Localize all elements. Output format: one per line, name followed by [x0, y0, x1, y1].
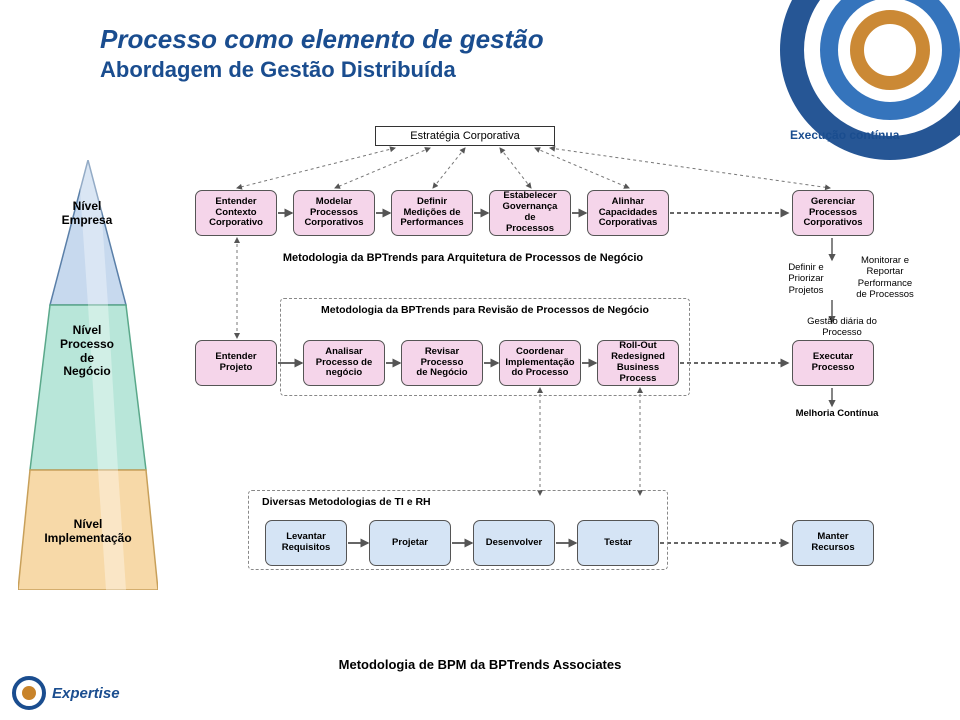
box-processo-3: Roll-OutRedesignedBusinessProcess: [597, 340, 679, 386]
box-impl-3: Testar: [577, 520, 659, 566]
corner-decoration: [760, 0, 960, 200]
box-empresa-2: DefinirMedições dePerformances: [391, 190, 473, 236]
label-ti-rh: Diversas Metodologias de TI e RH: [262, 496, 431, 508]
box-impl-2: Desenvolver: [473, 520, 555, 566]
label-monitorar: Monitorar eReportarPerformancede Process…: [844, 255, 926, 301]
box-empresa-3: EstabelecerGovernançadeProcessos: [489, 190, 571, 236]
level-processo-label: NívelProcessodeNegócio: [42, 324, 132, 379]
title-block: Processo como elemento de gestão Abordag…: [100, 24, 544, 83]
box-empresa-1: ModelarProcessosCorporativos: [293, 190, 375, 236]
box-impl-1: Projetar: [369, 520, 451, 566]
box-empresa-0: EntenderContextoCorporativo: [195, 190, 277, 236]
logo: Expertise: [12, 676, 120, 710]
level-implementacao-label: NívelImplementação: [28, 518, 148, 546]
label-melhoria: Melhoria Contínua: [782, 408, 892, 419]
box-entender-projeto: EntenderProjeto: [195, 340, 277, 386]
box-processo-0: AnalisarProcesso denegócio: [303, 340, 385, 386]
logo-icon: [12, 676, 46, 710]
label-metodologia-rev: Metodologia da BPTrends para Revisão de …: [290, 304, 680, 317]
logo-text: Expertise: [52, 685, 120, 702]
exec-continua-label: Execução contínua: [790, 128, 899, 142]
box-manter: ManterRecursos: [792, 520, 874, 566]
box-gerenciar: GerenciarProcessosCorporativos: [792, 190, 874, 236]
label-definir-priorizar: Definir ePriorizarProjetos: [776, 262, 836, 296]
page-title: Processo como elemento de gestão: [100, 24, 544, 55]
footer-caption: Metodologia de BPM da BPTrends Associate…: [0, 657, 960, 672]
page-subtitle: Abordagem de Gestão Distribuída: [100, 57, 544, 83]
box-impl-0: LevantarRequisitos: [265, 520, 347, 566]
box-empresa-4: AlinharCapacidadesCorporativas: [587, 190, 669, 236]
box-processo-1: RevisarProcessode Negócio: [401, 340, 483, 386]
level-empresa-label: NívelEmpresa: [42, 200, 132, 228]
strategy-box: Estratégia Corporativa: [375, 126, 555, 146]
label-metodologia-arq: Metodologia da BPTrends para Arquitetura…: [248, 252, 678, 265]
box-executar: ExecutarProcesso: [792, 340, 874, 386]
box-processo-2: CoordenarImplementaçãodo Processo: [499, 340, 581, 386]
label-gestao-diaria: Gestão diária doProcesso: [792, 316, 892, 339]
